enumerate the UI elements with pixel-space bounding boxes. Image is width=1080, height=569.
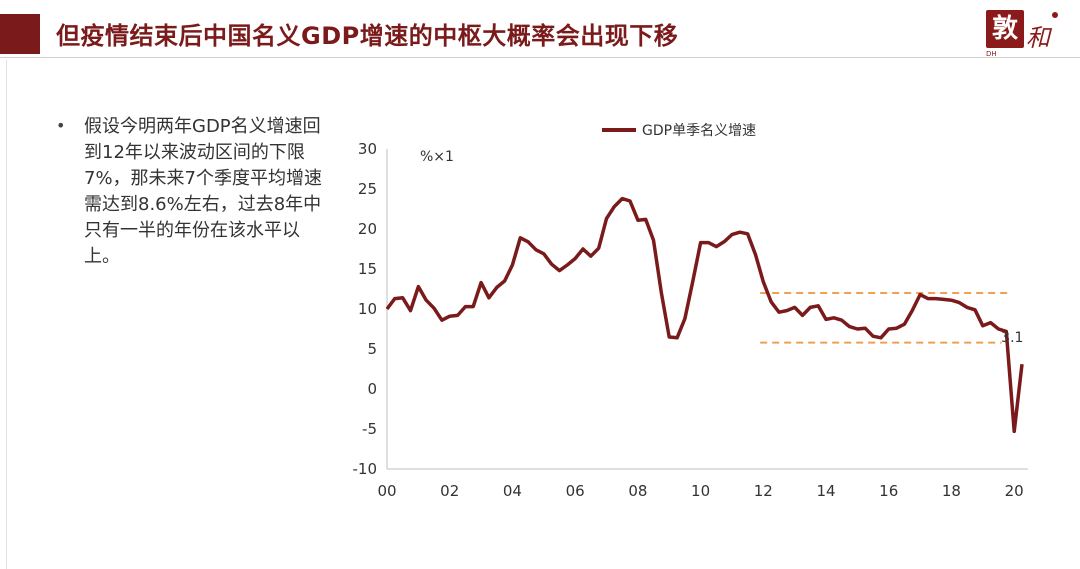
logo-script: 和 (1026, 24, 1050, 52)
data-label: 3.1 (1001, 330, 1023, 346)
company-logo: 敦 和 DH (986, 10, 1062, 60)
title-accent-block (0, 14, 40, 54)
x-tick-label: 02 (440, 482, 459, 500)
y-tick-label: -10 (353, 460, 378, 478)
x-tick-label: 20 (1005, 482, 1024, 500)
x-tick-label: 04 (503, 482, 522, 500)
unit-label: %×1 (420, 149, 454, 165)
x-tick-label: 10 (691, 482, 710, 500)
logo-caption: DH (986, 50, 997, 58)
x-tick-label: 18 (942, 482, 961, 500)
y-tick-label: 20 (358, 220, 377, 238)
y-tick-label: -5 (362, 420, 377, 438)
logo-seal: 敦 (986, 10, 1024, 48)
y-tick-label: 25 (358, 180, 377, 198)
y-tick-label: 10 (358, 300, 377, 318)
y-tick-label: 5 (367, 340, 377, 358)
x-tick-label: 06 (566, 482, 585, 500)
title-divider (0, 57, 1080, 58)
title-bar: 但疫情结束后中国名义GDP增速的中枢大概率会出现下移 (0, 0, 1080, 60)
series-line (385, 196, 1024, 434)
x-tick-label: 00 (377, 482, 396, 500)
page-title: 但疫情结束后中国名义GDP增速的中枢大概率会出现下移 (56, 22, 679, 50)
y-tick-label: 15 (358, 260, 377, 278)
x-tick-label: 12 (754, 482, 773, 500)
y-tick-label: 30 (358, 140, 377, 158)
x-tick-label: 16 (879, 482, 898, 500)
bullet-text: 假设今明两年GDP名义增速回到12年以来波动区间的下限7%，那未来7个季度平均增… (84, 116, 323, 267)
y-tick-label: 0 (367, 380, 377, 398)
bullet-dot-icon: • (56, 116, 66, 135)
left-border (6, 60, 7, 569)
legend-label: GDP单季名义增速 (642, 123, 756, 139)
x-tick-label: 08 (628, 482, 647, 500)
logo-dot-icon (1052, 12, 1058, 18)
x-tick-label: 14 (816, 482, 835, 500)
